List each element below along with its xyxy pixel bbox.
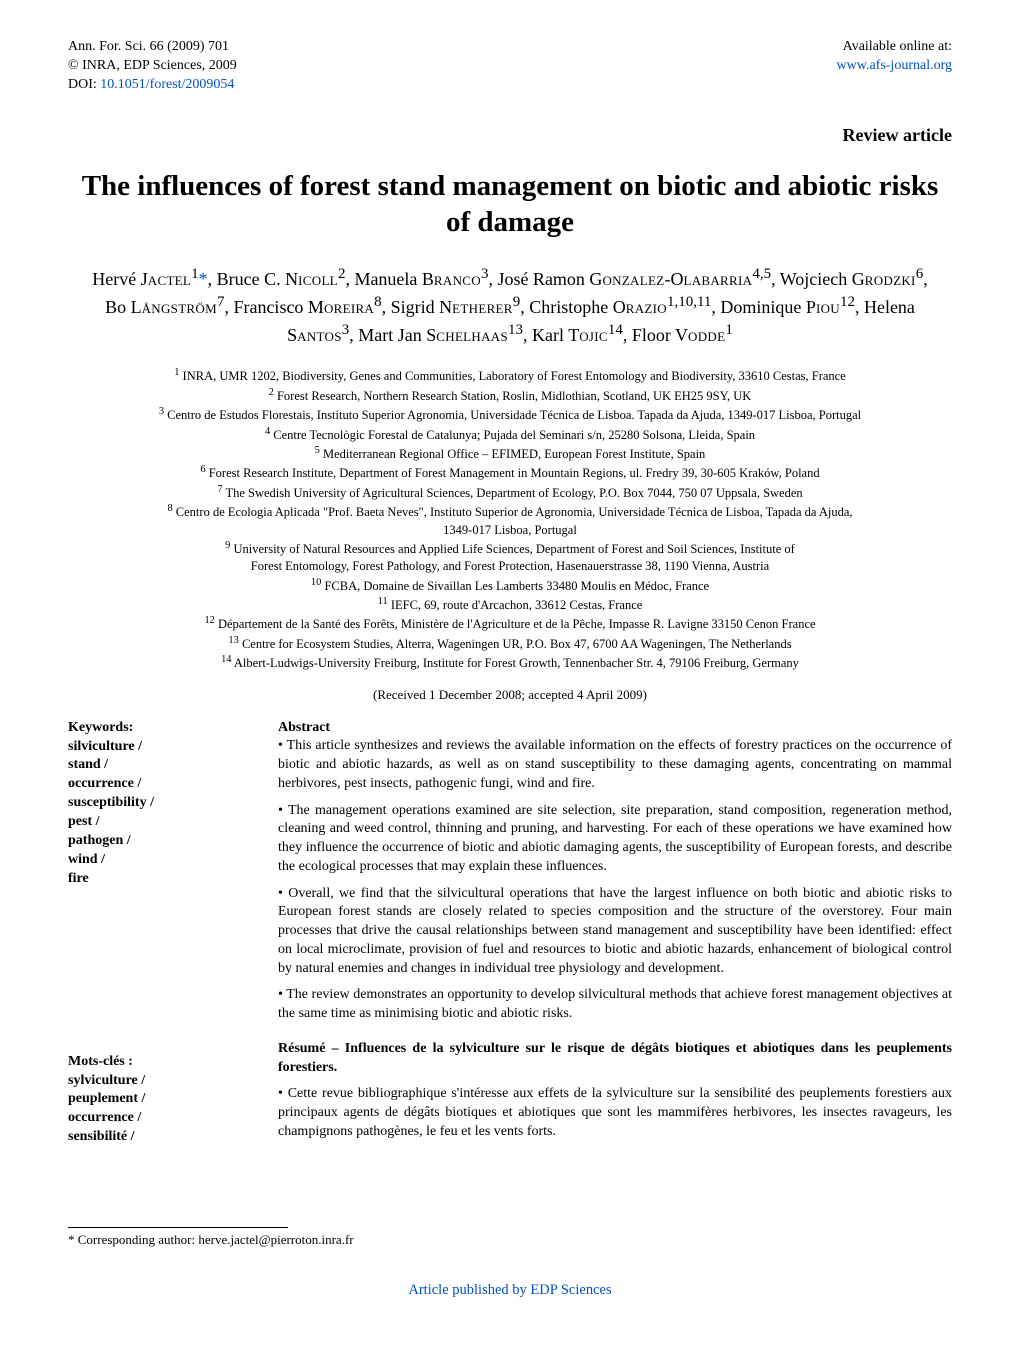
received-accepted-dates: (Received 1 December 2008; accepted 4 Ap… [68, 687, 952, 703]
abstract-para-3: • Overall, we find that the silvicultura… [278, 885, 952, 979]
available-online-label: Available online at: [837, 38, 952, 57]
article-title: The influences of forest stand managemen… [68, 168, 952, 241]
affiliation-9b: Forest Entomology, Forest Pathology, and… [78, 558, 942, 575]
resume-heading: Résumé – Influences de la sylviculture s… [278, 1041, 952, 1075]
abstract-para-2: • The management operations examined are… [278, 802, 952, 877]
publisher-link-row: Article published by EDP Sciences [68, 1282, 952, 1299]
running-header: Ann. For. Sci. 66 (2009) 701 © INRA, EDP… [68, 38, 952, 95]
affiliation-14: 14 Albert-Ludwigs-University Freiburg, I… [78, 653, 942, 672]
kw-silviculture: silviculture / [68, 739, 142, 754]
affiliation-6: 6 Forest Research Institute, Department … [78, 463, 942, 482]
keywords-french: Mots-clés : sylviculture / peuplement / … [68, 1053, 240, 1147]
footnote-rule [68, 1227, 288, 1228]
mc-peuplement: peuplement / [68, 1091, 145, 1106]
keywords-column: Keywords: silviculture / stand / occurre… [68, 719, 240, 1181]
affiliation-1: 1 INRA, UMR 1202, Biodiversity, Genes an… [78, 366, 942, 385]
header-left: Ann. For. Sci. 66 (2009) 701 © INRA, EDP… [68, 38, 237, 95]
header-right: Available online at: www.afs-journal.org [837, 38, 952, 95]
abstract-heading: Abstract [278, 719, 952, 738]
journal-citation: Ann. For. Sci. 66 (2009) 701 [68, 38, 237, 57]
mc-sylviculture: sylviculture / [68, 1073, 145, 1088]
doi-line: DOI: 10.1051/forest/2009054 [68, 76, 237, 95]
resume-block: Résumé – Influences de la sylviculture s… [278, 1040, 952, 1078]
affiliation-10: 10 FCBA, Domaine de Sivaillan Les Lamber… [78, 576, 942, 595]
abstract-column: Abstract • This article synthesizes and … [278, 719, 952, 1181]
kw-fire: fire [68, 871, 89, 886]
article-type-label: Review article [68, 125, 952, 146]
keywords-english: Keywords: silviculture / stand / occurre… [68, 719, 240, 889]
doi-link[interactable]: 10.1051/forest/2009054 [100, 77, 234, 92]
doi-prefix: DOI: [68, 77, 100, 92]
keywords-spacer [68, 923, 240, 1053]
kw-pathogen: pathogen / [68, 833, 131, 848]
kw-wind: wind / [68, 852, 105, 867]
abstract-para-1: • This article synthesizes and reviews t… [278, 737, 952, 793]
motscles-heading: Mots-clés : [68, 1053, 240, 1072]
affiliation-3: 3 Centro de Estudos Florestais, Institut… [78, 405, 942, 424]
corresponding-author-footnote: * Corresponding author: herve.jactel@pie… [68, 1232, 952, 1248]
affiliation-5: 5 Mediterranean Regional Office – EFIMED… [78, 444, 942, 463]
resume-para-1: • Cette revue bibliographique s'intéress… [278, 1085, 952, 1141]
mc-occurrence: occurrence / [68, 1110, 141, 1125]
affiliation-13: 13 Centre for Ecosystem Studies, Alterra… [78, 634, 942, 653]
publisher-link[interactable]: Article published by EDP Sciences [408, 1282, 611, 1298]
kw-stand: stand / [68, 757, 108, 772]
kw-pest: pest / [68, 814, 100, 829]
affiliation-12: 12 Département de la Santé des Forêts, M… [78, 614, 942, 633]
kw-susceptibility: susceptibility / [68, 795, 154, 810]
keywords-heading: Keywords: [68, 719, 240, 738]
affiliation-8b: 1349-017 Lisboa, Portugal [78, 522, 942, 539]
affiliation-4: 4 Centre Tecnològic Forestal de Cataluny… [78, 425, 942, 444]
abstract-para-4: • The review demonstrates an opportunity… [278, 986, 952, 1024]
abstract-keywords-block: Keywords: silviculture / stand / occurre… [68, 719, 952, 1181]
affiliation-7: 7 The Swedish University of Agricultural… [78, 483, 942, 502]
affiliation-2: 2 Forest Research, Northern Research Sta… [78, 386, 942, 405]
affiliation-9a: 9 University of Natural Resources and Ap… [78, 539, 942, 558]
author-list: Hervé Jactel1*, Bruce C. Nicoll2, Manuel… [88, 264, 932, 348]
affiliation-list: 1 INRA, UMR 1202, Biodiversity, Genes an… [78, 366, 942, 672]
affiliation-8a: 8 Centro de Ecologia Aplicada "Prof. Bae… [78, 502, 942, 521]
copyright-line: © INRA, EDP Sciences, 2009 [68, 57, 237, 76]
journal-url-link[interactable]: www.afs-journal.org [837, 58, 952, 73]
affiliation-11: 11 IEFC, 69, route d'Arcachon, 33612 Ces… [78, 595, 942, 614]
kw-occurrence: occurrence / [68, 776, 141, 791]
mc-sensibilite: sensibilité / [68, 1129, 135, 1144]
page-container: Ann. For. Sci. 66 (2009) 701 © INRA, EDP… [0, 0, 1020, 1349]
